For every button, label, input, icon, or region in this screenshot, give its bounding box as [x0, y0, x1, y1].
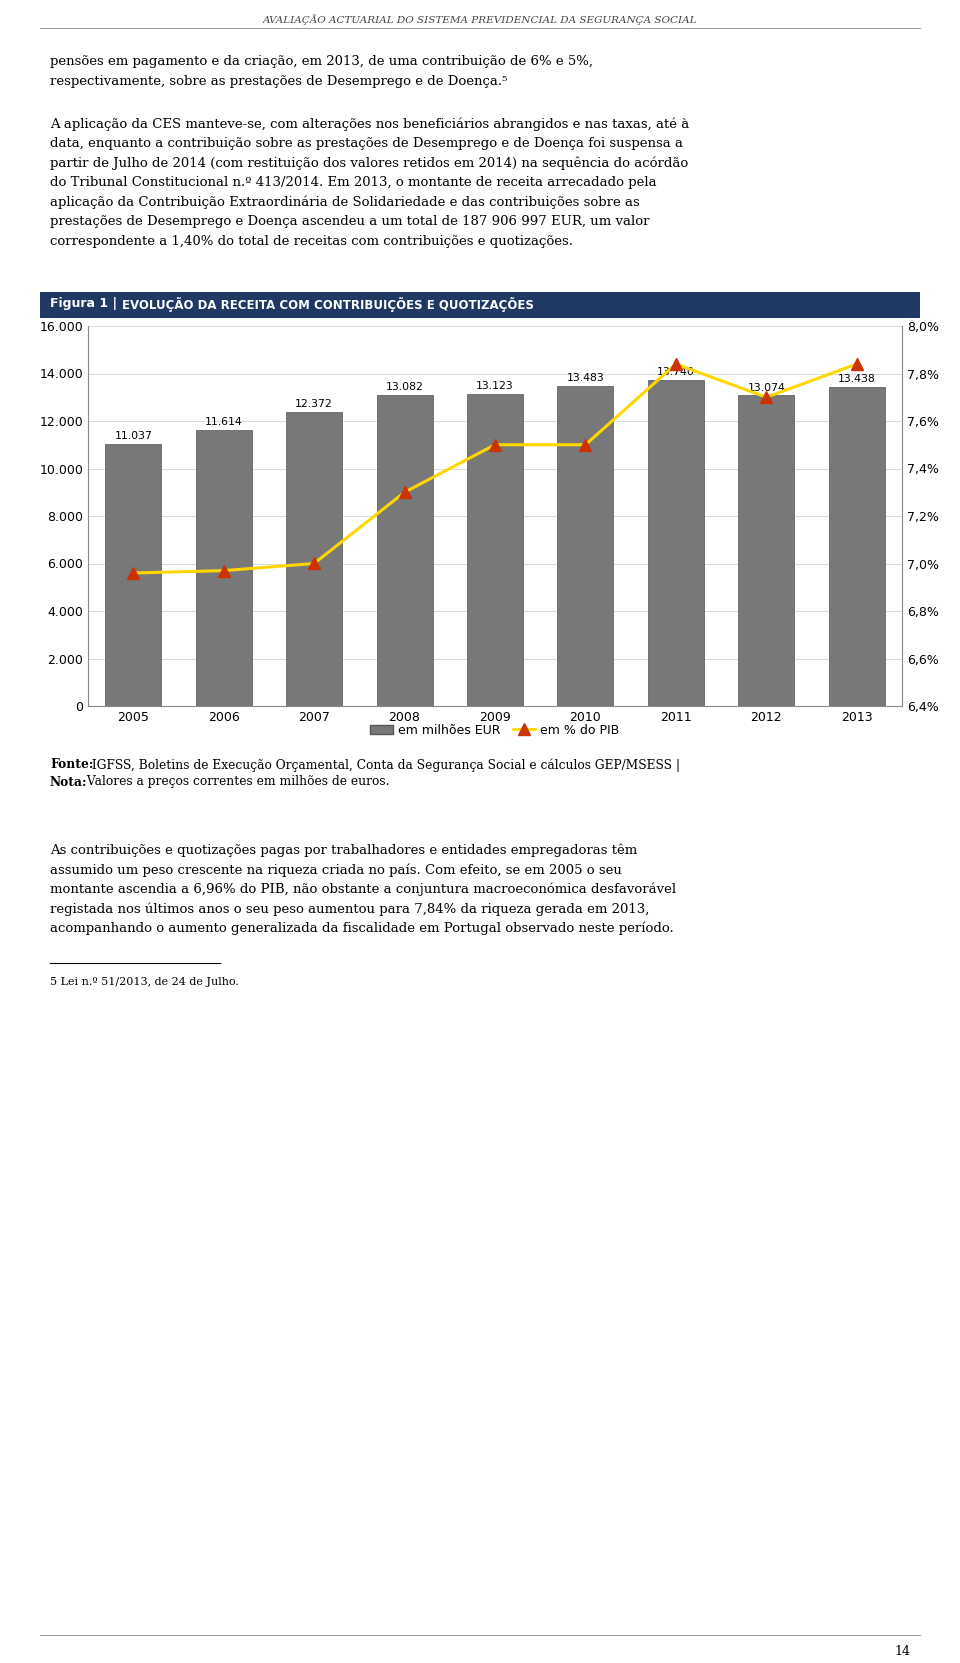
Text: 13.483: 13.483: [566, 373, 604, 382]
Text: 13.740: 13.740: [657, 368, 695, 378]
Bar: [196, 431, 252, 707]
Text: acompanhando o aumento generalizada da fiscalidade em Portugal observado neste p: acompanhando o aumento generalizada da f…: [50, 921, 674, 935]
Text: 13.082: 13.082: [386, 382, 423, 392]
Bar: [558, 386, 613, 707]
Bar: [286, 412, 342, 707]
Text: A aplicação da CES manteve-se, com alterações nos beneficiários abrangidos e nas: A aplicação da CES manteve-se, com alter…: [50, 118, 689, 131]
Text: 11.614: 11.614: [204, 417, 243, 427]
Text: data, enquanto a contribuição sobre as prestações de Desemprego e de Doença foi : data, enquanto a contribuição sobre as p…: [50, 136, 683, 150]
Bar: [738, 396, 794, 707]
Text: prestações de Desemprego e Doença ascendeu a um total de 187 906 997 EUR, um val: prestações de Desemprego e Doença ascend…: [50, 215, 650, 228]
Text: respectivamente, sobre as prestações de Desemprego e de Doença.⁵: respectivamente, sobre as prestações de …: [50, 75, 508, 88]
Text: assumido um peso crescente na riqueza criada no país. Com efeito, se em 2005 o s: assumido um peso crescente na riqueza cr…: [50, 863, 622, 876]
Bar: [106, 444, 161, 707]
Text: AVALIAÇÃO ACTUARIAL DO SISTEMA PREVIDENCIAL DA SEGURANÇA SOCIAL: AVALIAÇÃO ACTUARIAL DO SISTEMA PREVIDENC…: [263, 13, 697, 25]
Text: registada nos últimos anos o seu peso aumentou para 7,84% da riqueza gerada em 2: registada nos últimos anos o seu peso au…: [50, 903, 649, 916]
Bar: [376, 396, 433, 707]
Text: 5 Lei n.º 51/2013, de 24 de Julho.: 5 Lei n.º 51/2013, de 24 de Julho.: [50, 978, 239, 988]
Text: As contribuições e quotizações pagas por trabalhadores e entidades empregadoras : As contribuições e quotizações pagas por…: [50, 843, 637, 856]
Bar: [828, 387, 885, 707]
Text: pensões em pagamento e da criação, em 2013, de uma contribuição de 6% e 5%,: pensões em pagamento e da criação, em 20…: [50, 55, 593, 68]
Text: 14: 14: [894, 1645, 910, 1658]
Text: 13.123: 13.123: [476, 381, 514, 391]
Legend: em milhões EUR, em % do PIB: em milhões EUR, em % do PIB: [366, 718, 625, 742]
Text: EVOLUÇÃO DA RECEITA COM CONTRIBUIÇÕES E QUOTIZAÇÕES: EVOLUÇÃO DA RECEITA COM CONTRIBUIÇÕES E …: [122, 296, 534, 311]
Text: 13.074: 13.074: [748, 382, 785, 392]
Text: Nota:: Nota:: [50, 775, 87, 788]
Bar: [648, 379, 704, 707]
Text: correspondente a 1,40% do total de receitas com contribuições e quotizações.: correspondente a 1,40% do total de recei…: [50, 234, 573, 248]
Text: Valores a preços correntes em milhões de euros.: Valores a preços correntes em milhões de…: [83, 775, 390, 788]
Bar: [467, 394, 523, 707]
Text: partir de Julho de 2014 (com restituição dos valores retidos em 2014) na sequênc: partir de Julho de 2014 (com restituição…: [50, 156, 688, 170]
Text: 11.037: 11.037: [114, 431, 152, 441]
Text: montante ascendia a 6,96% do PIB, não obstante a conjuntura macroeconómica desfa: montante ascendia a 6,96% do PIB, não ob…: [50, 883, 676, 896]
Text: 12.372: 12.372: [296, 399, 333, 409]
Text: aplicação da Contribuição Extraordinária de Solidariedade e das contribuições so: aplicação da Contribuição Extraordinária…: [50, 196, 639, 210]
Text: Fonte:: Fonte:: [50, 758, 93, 772]
Bar: [40, 293, 920, 318]
Text: do Tribunal Constitucional n.º 413/2014. Em 2013, o montante de receita arrecada: do Tribunal Constitucional n.º 413/2014.…: [50, 176, 657, 190]
Text: 13.438: 13.438: [838, 374, 876, 384]
Text: Figura 1 |: Figura 1 |: [50, 298, 117, 311]
Text: IGFSS, Boletins de Execução Orçamental, Conta da Segurança Social e cálculos GEP: IGFSS, Boletins de Execução Orçamental, …: [88, 758, 680, 772]
